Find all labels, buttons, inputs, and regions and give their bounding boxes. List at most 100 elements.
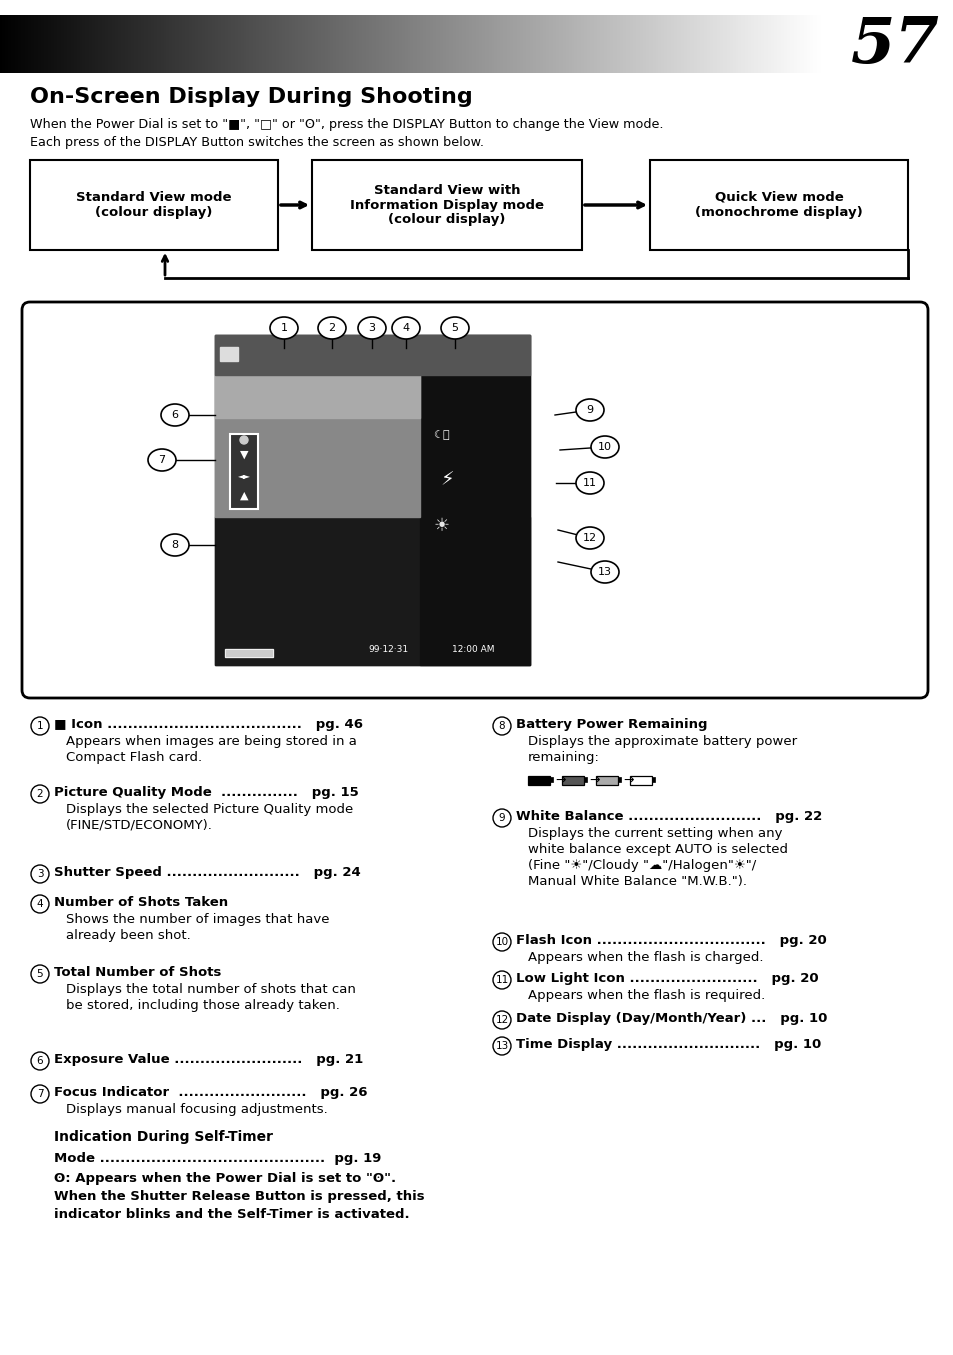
Bar bbox=[61, 15, 63, 73]
Bar bbox=[392, 15, 395, 73]
Bar bbox=[326, 15, 329, 73]
Bar bbox=[220, 347, 237, 360]
Bar bbox=[180, 15, 183, 73]
Bar bbox=[116, 15, 119, 73]
Bar bbox=[34, 15, 37, 73]
Bar bbox=[151, 15, 153, 73]
Text: ☾Ⓐ: ☾Ⓐ bbox=[433, 430, 450, 439]
Bar bbox=[539, 15, 541, 73]
Bar bbox=[313, 15, 315, 73]
Bar bbox=[713, 15, 716, 73]
Bar bbox=[588, 15, 591, 73]
Bar bbox=[709, 15, 712, 73]
Bar bbox=[75, 15, 78, 73]
Bar bbox=[372, 15, 375, 73]
Bar bbox=[734, 15, 737, 73]
Bar bbox=[71, 15, 73, 73]
Bar bbox=[107, 15, 110, 73]
Bar bbox=[290, 15, 293, 73]
Bar bbox=[731, 15, 733, 73]
Bar bbox=[757, 15, 760, 73]
Bar bbox=[642, 15, 645, 73]
Ellipse shape bbox=[576, 472, 603, 495]
Bar bbox=[164, 15, 167, 73]
Bar bbox=[644, 15, 646, 73]
Bar bbox=[442, 15, 445, 73]
Bar bbox=[595, 15, 598, 73]
Text: Shows the number of images that have: Shows the number of images that have bbox=[66, 913, 329, 925]
Bar bbox=[790, 15, 792, 73]
Bar bbox=[549, 15, 552, 73]
Bar bbox=[275, 15, 278, 73]
Ellipse shape bbox=[493, 717, 511, 734]
Bar bbox=[198, 15, 201, 73]
Bar bbox=[394, 15, 395, 73]
Bar bbox=[310, 15, 313, 73]
Bar bbox=[294, 15, 295, 73]
Bar bbox=[380, 15, 383, 73]
Bar bbox=[283, 15, 286, 73]
Bar bbox=[814, 15, 817, 73]
Bar bbox=[556, 15, 558, 73]
Text: 8: 8 bbox=[498, 721, 505, 730]
Text: Mode ............................................  pg. 19: Mode ...................................… bbox=[54, 1152, 381, 1165]
Bar bbox=[444, 15, 447, 73]
Bar bbox=[214, 335, 419, 516]
Bar bbox=[704, 15, 707, 73]
Bar bbox=[488, 15, 491, 73]
Text: ◄►: ◄► bbox=[237, 470, 251, 480]
Bar bbox=[21, 15, 24, 73]
Bar bbox=[490, 15, 493, 73]
Bar bbox=[439, 15, 441, 73]
Bar bbox=[726, 15, 728, 73]
Bar bbox=[289, 15, 291, 73]
Bar bbox=[358, 15, 361, 73]
Bar bbox=[375, 15, 377, 73]
Bar bbox=[319, 15, 322, 73]
Bar bbox=[791, 15, 794, 73]
Bar bbox=[13, 15, 16, 73]
Text: ▼: ▼ bbox=[239, 450, 248, 459]
Bar bbox=[213, 15, 215, 73]
Bar bbox=[148, 15, 150, 73]
Bar bbox=[323, 15, 325, 73]
Bar bbox=[649, 15, 652, 73]
Bar bbox=[100, 15, 103, 73]
Bar bbox=[225, 649, 273, 657]
Text: →: → bbox=[588, 774, 598, 786]
Bar bbox=[786, 15, 789, 73]
Bar bbox=[462, 15, 465, 73]
Bar bbox=[596, 776, 618, 785]
Bar bbox=[796, 15, 799, 73]
Bar bbox=[30, 15, 32, 73]
Bar bbox=[495, 15, 497, 73]
Bar bbox=[212, 15, 214, 73]
Bar bbox=[314, 15, 317, 73]
Text: 7: 7 bbox=[36, 1089, 43, 1099]
Bar bbox=[267, 15, 270, 73]
Bar bbox=[750, 15, 753, 73]
Bar bbox=[14, 15, 17, 73]
Bar bbox=[95, 15, 97, 73]
Bar bbox=[542, 15, 545, 73]
FancyBboxPatch shape bbox=[22, 302, 927, 698]
Bar bbox=[779, 15, 781, 73]
Bar bbox=[278, 15, 281, 73]
Bar bbox=[410, 15, 413, 73]
Bar bbox=[428, 15, 430, 73]
Bar bbox=[251, 15, 253, 73]
Bar bbox=[563, 15, 566, 73]
Ellipse shape bbox=[493, 1037, 511, 1056]
Bar bbox=[622, 15, 625, 73]
Bar bbox=[586, 15, 589, 73]
Bar bbox=[813, 15, 815, 73]
Bar bbox=[765, 15, 768, 73]
Bar bbox=[485, 15, 488, 73]
Bar bbox=[79, 15, 81, 73]
Text: 2: 2 bbox=[328, 322, 335, 333]
Bar bbox=[113, 15, 115, 73]
Bar bbox=[583, 776, 586, 782]
Bar bbox=[351, 15, 354, 73]
Bar bbox=[201, 15, 204, 73]
Bar bbox=[335, 15, 338, 73]
